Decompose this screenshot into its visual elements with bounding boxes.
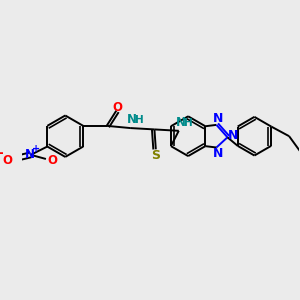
Text: H: H bbox=[184, 118, 193, 128]
Text: -: - bbox=[0, 146, 3, 161]
Text: +: + bbox=[32, 144, 40, 154]
Text: N: N bbox=[213, 147, 223, 160]
Text: S: S bbox=[151, 149, 160, 162]
Text: N: N bbox=[25, 148, 35, 161]
Text: N: N bbox=[213, 112, 223, 125]
Text: O: O bbox=[113, 101, 123, 114]
Text: O: O bbox=[47, 154, 57, 167]
Text: N: N bbox=[228, 129, 239, 142]
Text: O: O bbox=[2, 154, 13, 167]
Text: H: H bbox=[135, 115, 144, 125]
Text: N: N bbox=[127, 113, 137, 126]
Text: N: N bbox=[176, 116, 186, 129]
